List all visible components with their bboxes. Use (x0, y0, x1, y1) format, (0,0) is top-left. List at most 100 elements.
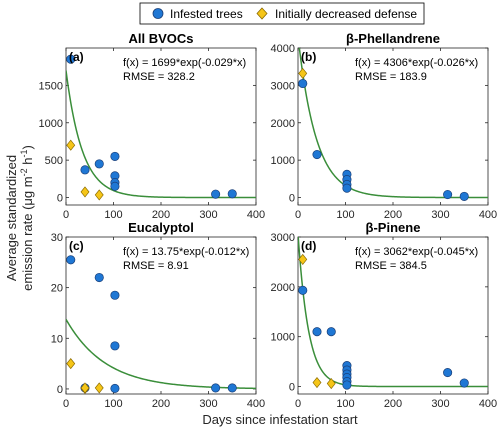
panel-label: (c) (69, 239, 84, 253)
infested-point (94, 159, 104, 169)
y-tick-label: 1500 (39, 80, 63, 92)
x-tick-label: 400 (479, 398, 497, 410)
y-axis-label-line1: Average standardized (4, 155, 19, 281)
rmse-text: RMSE = 183.9 (355, 71, 427, 83)
y-tick-label: 20 (51, 283, 63, 295)
fit-curve (298, 237, 488, 388)
x-tick-label: 300 (199, 398, 217, 410)
panel-a: 0 100 200 300 400 0 500 1000 1500 All BVOCs (a) f(x… (39, 31, 266, 221)
x-tick-label: 300 (431, 398, 449, 410)
infested-point (312, 149, 322, 160)
y-tick-label: 4000 (271, 43, 295, 55)
legend-box (139, 2, 425, 25)
x-tick-label: 200 (152, 209, 170, 221)
y-tick-label: 2000 (271, 118, 295, 130)
x-tick-label: 300 (431, 209, 449, 221)
infested-point (66, 54, 76, 64)
infested-point (342, 380, 352, 390)
infested-point (459, 378, 469, 388)
rmse-text: RMSE = 8.91 (123, 260, 189, 272)
y-tick-label: 1000 (271, 332, 295, 344)
y-axis-label-part: ) (20, 145, 35, 149)
decreased-point (66, 139, 76, 151)
infested-point (110, 383, 120, 393)
x-tick-label: 200 (384, 398, 402, 410)
infested-point (298, 285, 308, 295)
infested-point (110, 181, 120, 191)
decreased-point (80, 186, 90, 198)
y-tick-label: 0 (57, 384, 63, 396)
panel-label: (a) (69, 50, 84, 64)
infested-point (443, 189, 453, 200)
infested-point (80, 165, 90, 175)
x-tick-label: 400 (247, 209, 265, 221)
infested-point (326, 327, 336, 337)
panel-title: β-Pinene (366, 220, 421, 235)
y-axis-label-sup: -1 (19, 150, 29, 158)
y-tick-label: 10 (51, 333, 63, 345)
infested-point (110, 290, 120, 300)
x-tick-label: 100 (336, 209, 354, 221)
infested-point (298, 78, 308, 89)
infested-point (443, 368, 453, 378)
legend-decreased-marker (256, 7, 268, 20)
panel-b: 0 100 200 300 40001000200030004000β-Phelland… (271, 31, 498, 221)
infested-point (211, 189, 221, 199)
fit-equation: f(x) = 13.75*exp(-0.012*x) (123, 246, 249, 258)
y-tick-label: 1000 (271, 155, 295, 167)
decreased-point (80, 382, 90, 394)
decreased-point (298, 253, 308, 265)
legend-decreased-label: Initially decreased defense (275, 7, 417, 21)
panel-c: 0 100 200 300 400 0 10 20 30 Eucalyptol (c) f(x) = … (51, 220, 265, 410)
decreased-point (312, 376, 322, 389)
decreased-point (326, 377, 336, 390)
panel-title: β-Phellandrene (346, 31, 440, 46)
x-tick-label: 400 (479, 209, 497, 221)
panel-title: All BVOCs (128, 31, 193, 46)
y-tick-label: 0 (57, 193, 63, 205)
y-axis-label-part: h (20, 158, 35, 169)
y-tick-label: 2000 (271, 282, 295, 294)
x-tick-label: 300 (199, 209, 217, 221)
x-tick-label: 0 (295, 209, 301, 221)
decreased-point (94, 189, 104, 201)
panel-title: Eucalyptol (128, 220, 194, 235)
x-tick-label: 0 (63, 398, 69, 410)
y-tick-label: 0 (289, 382, 295, 394)
infested-point (227, 383, 237, 393)
infested-point (94, 272, 104, 283)
infested-point (342, 183, 352, 193)
y-tick-label: 1000 (39, 118, 63, 130)
fit-curve (66, 70, 256, 199)
legend-infested-label: Infested trees (170, 7, 243, 21)
y-axis-label-line2: emission rate (μg m-2 h-1) (19, 145, 35, 291)
legend-infested-marker (152, 8, 164, 19)
plot-area (297, 47, 489, 206)
rmse-text: RMSE = 328.2 (123, 71, 195, 83)
x-axis-label: Days since infestation start (202, 412, 358, 427)
infested-point (211, 383, 221, 393)
decreased-point (94, 382, 104, 394)
legend: Infested trees Initially decreased defen… (139, 2, 425, 25)
y-tick-label: 30 (51, 232, 63, 244)
fit-equation: f(x) = 1699*exp(-0.029*x) (123, 57, 246, 69)
y-tick-label: 500 (45, 155, 63, 167)
y-tick-label: 0 (289, 193, 295, 205)
x-tick-label: 200 (152, 398, 170, 410)
x-tick-label: 0 (295, 398, 301, 410)
infested-point (312, 327, 322, 337)
y-tick-label: 3000 (271, 232, 295, 244)
x-tick-label: 400 (247, 398, 265, 410)
infested-point (110, 341, 120, 351)
y-axis-label-sup: -2 (19, 168, 29, 176)
decreased-point (66, 358, 76, 370)
x-tick-label: 200 (384, 209, 402, 221)
infested-point (66, 255, 76, 265)
plot-area (65, 236, 257, 395)
plot-area (297, 236, 489, 395)
y-tick-label: 3000 (271, 80, 295, 92)
x-tick-label: 100 (104, 209, 122, 221)
infested-point (459, 191, 469, 201)
decreased-point (298, 67, 308, 79)
infested-point (227, 189, 237, 199)
